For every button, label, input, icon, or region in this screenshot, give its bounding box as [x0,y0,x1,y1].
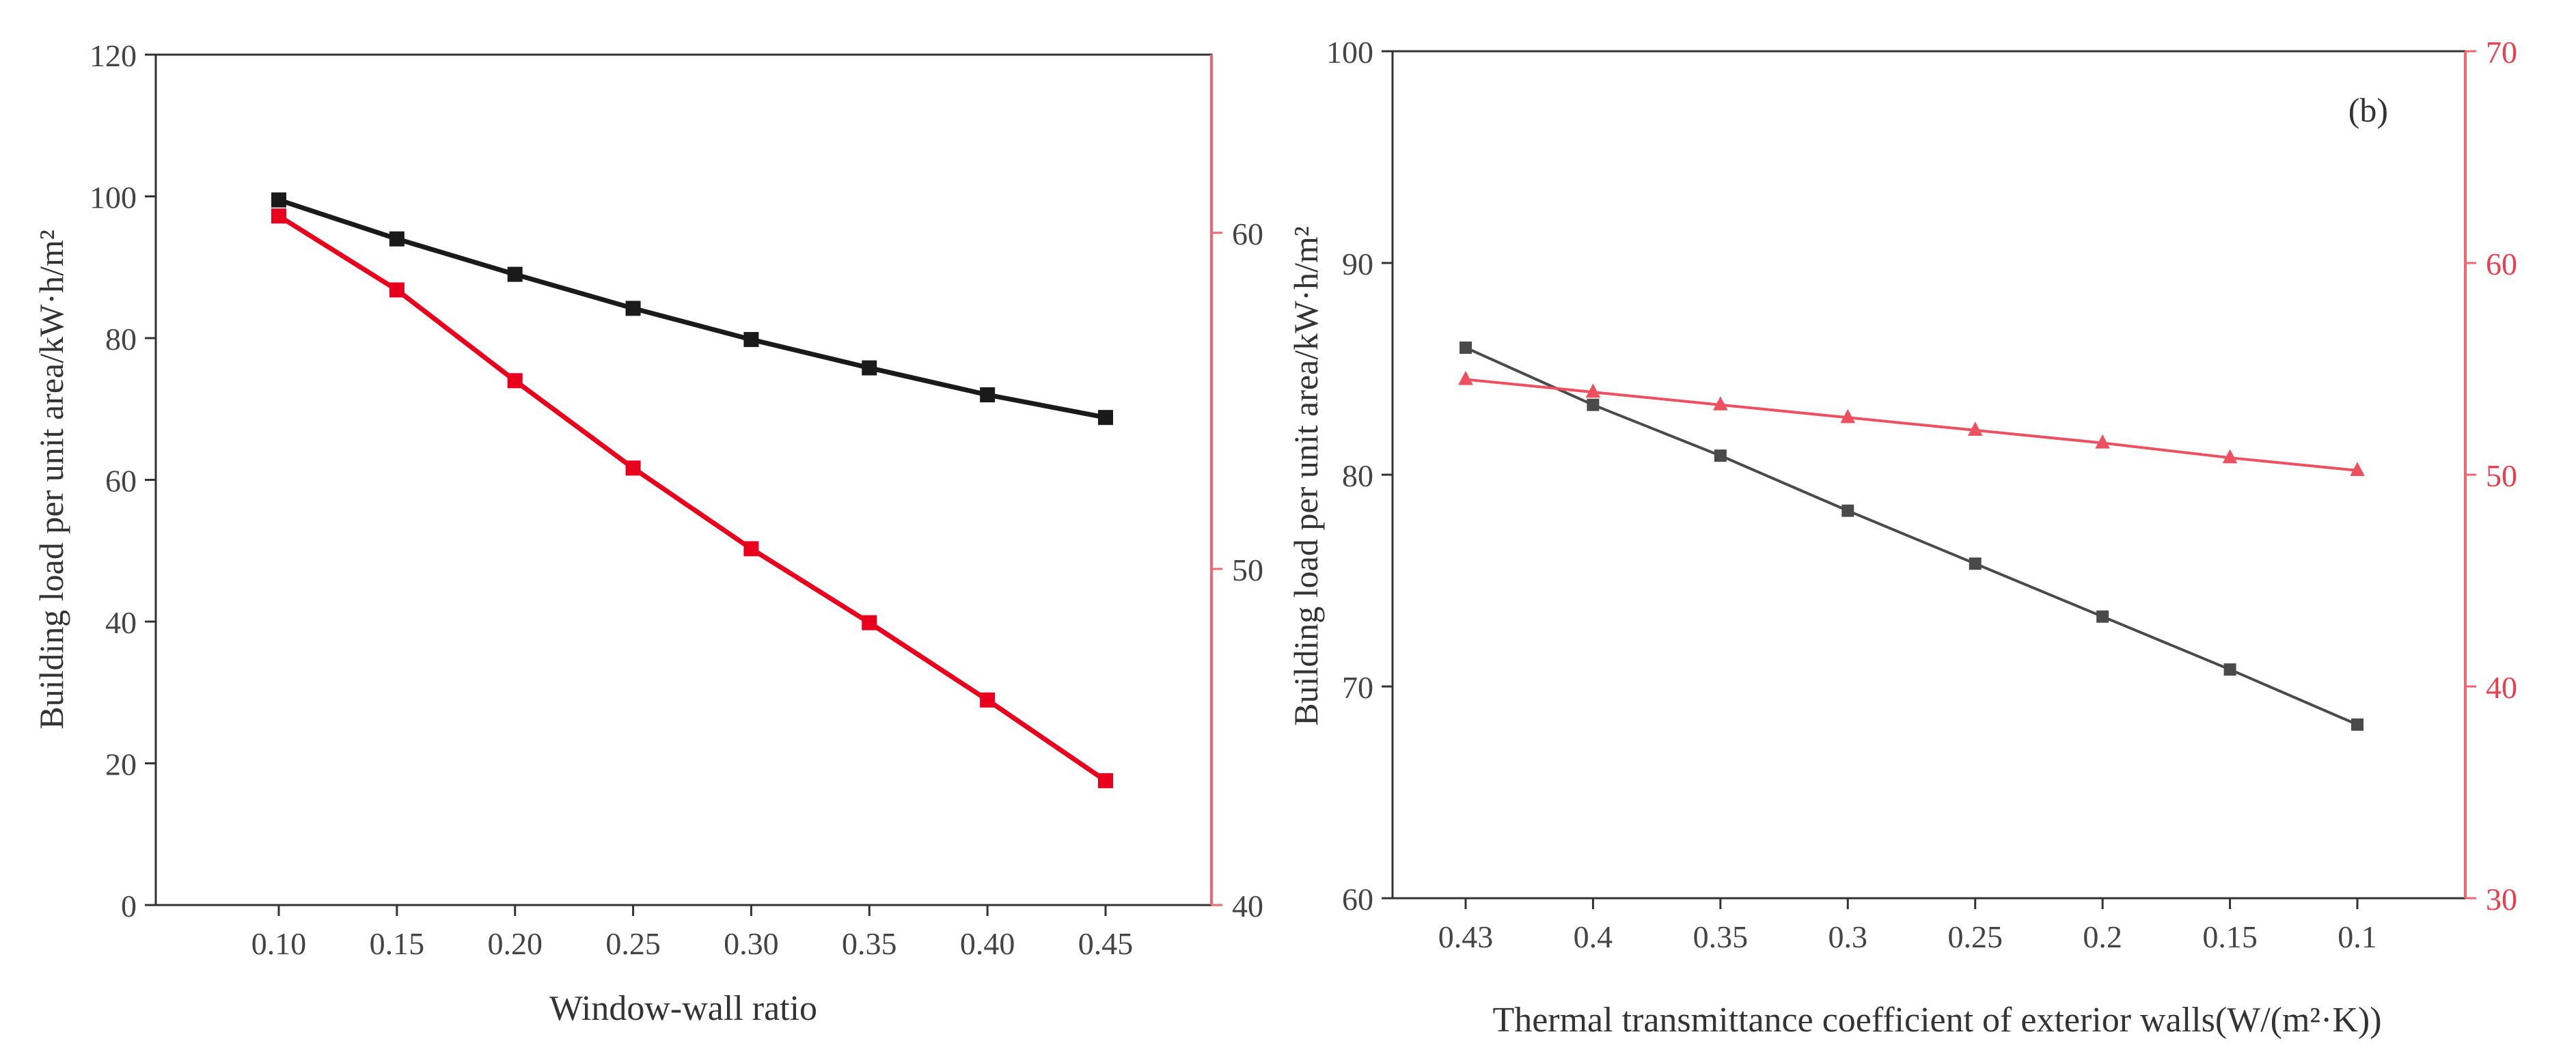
y2-tick-group: 30 40 50 60 70 [2465,35,2517,917]
y-tick-label: 90 [1342,247,1373,281]
series-1-point [743,541,759,557]
series-0-point [1098,410,1113,426]
x-tick-label: 0.2 [2083,919,2122,954]
y2-tick-label: 70 [2486,35,2517,70]
series-0-point [2351,718,2363,731]
series-0-point [2223,663,2236,676]
y-tick-label: 100 [90,180,137,215]
y-axis-label: Building load per unit area/kW·h/m² [1287,226,1325,725]
series-0-point [1587,398,1600,411]
series-0-point [1841,504,1854,517]
y2-tick-label: 30 [2486,882,2517,917]
y2-tick-label: 50 [2486,458,2517,493]
x-tick-label: 0.20 [487,926,543,961]
panel-a: Building load per unit area/kW·h/m² Wind… [32,38,1263,1028]
series-0-point [2096,610,2109,623]
y-tick-label: 100 [1326,35,1373,70]
series-0-point [862,360,877,376]
series-1-point [1967,421,1983,436]
series-0-point [1969,557,1982,570]
y2-tick-label: 60 [2486,247,2517,281]
y-tick-label: 80 [105,322,137,357]
panel-label: (b) [2348,91,2388,129]
y2-tick-group: 40 50 60 [1211,217,1263,923]
series-0-point [507,266,523,282]
series-1-point [1713,396,1728,411]
y-tick-label: 70 [1342,670,1373,705]
x-tick-label: 0.25 [1947,919,2003,954]
series-1-point [507,373,523,389]
series-0-point [980,387,996,402]
series-1-point [625,460,641,476]
x-tick-label: 0.3 [1828,919,1868,954]
x-tick-label: 0.43 [1438,919,1494,954]
y2-tick-label: 40 [2486,670,2517,705]
series-group [1458,342,2365,731]
y-tick-label: 120 [90,38,137,73]
y-tick-label: 60 [105,464,137,499]
x-axis-label: Window-wall ratio [549,989,817,1028]
x-tick-label: 0.45 [1078,926,1134,961]
series-1-point [2350,462,2365,476]
x-tick-label: 0.35 [842,926,897,961]
series-group [271,192,1113,788]
series-0-point [271,192,286,208]
x-tick-label: 0.25 [605,926,661,961]
series-1-point [271,208,286,224]
series-0-point [625,301,641,316]
y2-tick-label: 50 [1232,553,1263,587]
x-axis-label: Thermal transmittance coefficient of ext… [1492,1001,2381,1040]
y2-tick-label: 60 [1232,217,1263,251]
x-tick-label: 0.40 [960,926,1015,961]
x-tick-label: 0.30 [724,926,779,961]
x-tick-group: 0.10 0.15 0.20 0.25 0.30 0.35 0.40 0.45 [251,905,1134,961]
series-0-point [743,332,759,348]
plot-frame [154,53,1213,906]
series-1-point [1840,408,1856,423]
y-tick-label: 60 [1342,882,1373,917]
series-1-point [1585,383,1601,398]
series-1-point [2222,449,2238,464]
series-line-0 [1465,346,2358,726]
series-1-point [1098,773,1113,788]
series-1-point [2095,434,2110,449]
series-0-point [389,231,405,247]
plot-frame [1391,50,2467,900]
series-1-point [1458,370,1473,385]
series-line-0 [277,197,1106,420]
series-1-point [862,615,877,630]
x-tick-group: 0.43 0.4 0.35 0.3 0.25 0.2 0.15 0.1 [1438,898,2377,954]
y-tick-label: 0 [121,889,137,923]
series-line-1 [277,214,1107,783]
x-tick-label: 0.15 [2202,919,2258,954]
x-tick-label: 0.1 [2338,919,2377,954]
series-0-point [1714,449,1727,462]
x-tick-label: 0.10 [251,926,307,961]
y-tick-label: 40 [105,605,137,640]
x-tick-label: 0.4 [1574,919,1613,954]
y-tick-group: 60 70 80 90 100 [1326,35,1393,917]
y-tick-label: 80 [1342,458,1373,493]
series-0-point [1460,342,1472,354]
panel-b: (b) Building load per unit area/kW·h/m² … [1287,35,2517,1040]
series-1-point [389,282,405,298]
y2-tick-label: 40 [1232,889,1263,923]
x-tick-label: 0.15 [370,926,425,961]
y-tick-label: 20 [105,747,137,782]
x-tick-label: 0.35 [1693,919,1749,954]
series-line-1 [1465,378,2358,472]
y-tick-group: 0 20 40 60 80 100 120 [90,38,156,923]
y-axis-label: Building load per unit area/kW·h/m² [32,230,70,729]
series-1-point [980,692,996,708]
